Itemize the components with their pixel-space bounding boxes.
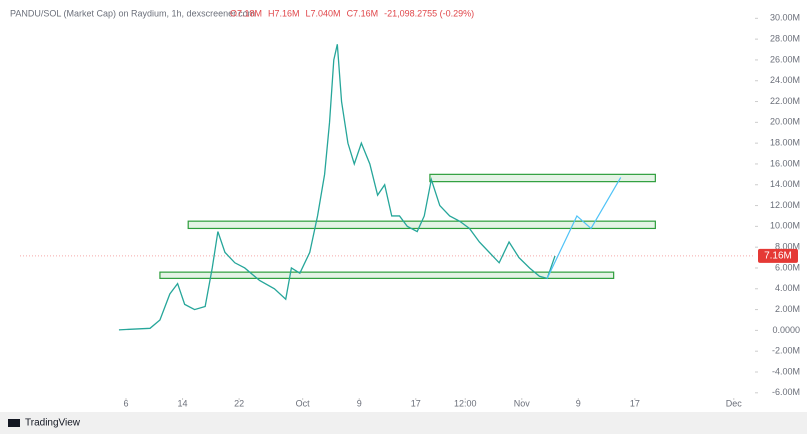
ohlc-value: C7.16M <box>347 8 379 18</box>
last-price-box <box>758 248 798 263</box>
y-tick-label: 24.00M <box>770 75 800 85</box>
footer-bar <box>0 412 807 434</box>
y-tick-label: 6.00M <box>775 262 800 272</box>
y-tick-label: 22.00M <box>770 96 800 106</box>
ohlc-value: -21,098.2755 (-0.29%) <box>384 8 474 18</box>
chart-title: PANDU/SOL (Market Cap) on Raydium, 1h, d… <box>10 8 255 18</box>
y-tick-label: 18.00M <box>770 138 800 148</box>
x-tick-label: 14 <box>178 398 188 408</box>
y-tick-label: -2.00M <box>772 346 800 356</box>
y-tick-label: 20.00M <box>770 117 800 127</box>
y-tick-label: 14.00M <box>770 179 800 189</box>
y-tick-label: 28.00M <box>770 34 800 44</box>
ohlc-value: L7.040M <box>306 8 341 18</box>
y-tick-label: 8.00M <box>775 242 800 252</box>
y-tick-label: -4.00M <box>772 366 800 376</box>
brand: TradingView <box>25 418 81 429</box>
y-tick-label: 0.0000 <box>772 325 800 335</box>
x-tick-label: 22 <box>234 398 244 408</box>
zone <box>429 173 656 183</box>
x-tick-label: 17 <box>411 398 421 408</box>
x-tick-label: 9 <box>357 398 362 408</box>
last-price-label: 7.16M <box>764 251 792 262</box>
y-tick-label: 10.00M <box>770 221 800 231</box>
x-tick-label: 17 <box>630 398 640 408</box>
ohlc-value: O7.18M <box>230 8 262 18</box>
x-tick-label: 6 <box>124 398 129 408</box>
x-tick-label: Dec <box>726 398 743 408</box>
x-tick-label: Nov <box>514 398 531 408</box>
y-tick-label: 2.00M <box>775 304 800 314</box>
x-tick-label: Oct <box>296 398 311 408</box>
projection-line <box>546 177 622 279</box>
y-tick-label: 16.00M <box>770 158 800 168</box>
y-tick-label: 4.00M <box>775 283 800 293</box>
brand-logo <box>8 419 20 427</box>
y-tick-label: 12.00M <box>770 200 800 210</box>
price-line <box>118 44 556 331</box>
y-tick-label: 30.00M <box>770 13 800 23</box>
x-tick-label: 9 <box>576 398 581 408</box>
y-tick-label: -6.00M <box>772 387 800 397</box>
zone <box>159 271 615 279</box>
x-tick-label: 12:00 <box>454 398 477 408</box>
y-tick-label: 26.00M <box>770 54 800 64</box>
ohlc-value: H7.16M <box>268 8 300 18</box>
